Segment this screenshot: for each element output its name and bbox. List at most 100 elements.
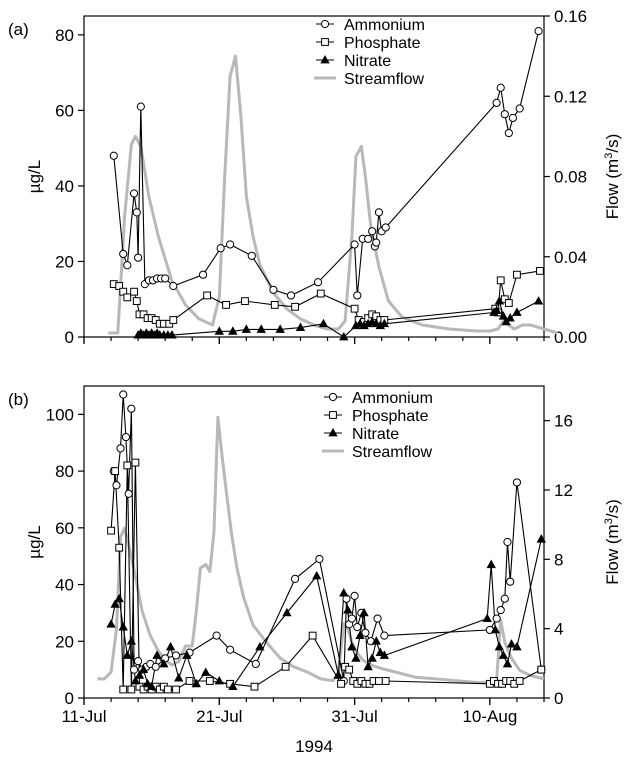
ammonium-point xyxy=(492,614,501,623)
phosphate-point xyxy=(329,411,337,419)
ammonium-point xyxy=(512,478,522,487)
phosphate-point xyxy=(381,677,390,685)
plot-frame xyxy=(83,15,545,338)
phosphate-point xyxy=(504,299,513,307)
nitrate-point xyxy=(191,678,201,688)
nitrate-point xyxy=(494,641,505,651)
legend-entry-nitrate: Nitrate xyxy=(344,53,391,70)
ammonium-point xyxy=(121,432,131,442)
nitrate-point xyxy=(214,326,224,335)
nitrate-point xyxy=(502,658,513,668)
y2-tick-label: 4 xyxy=(554,620,563,639)
nitrate-point xyxy=(367,653,377,662)
nitrate-point xyxy=(174,673,184,682)
nitrate-point xyxy=(142,678,153,688)
ammonium-point xyxy=(492,98,501,107)
phosphate-point xyxy=(111,467,120,475)
phosphate-point xyxy=(163,685,172,694)
y-tick-label: 0 xyxy=(65,328,74,347)
nitrate-point xyxy=(228,681,238,691)
nitrate-point xyxy=(295,322,306,331)
legend-entry-ammonium: Ammonium xyxy=(352,390,433,407)
nitrate-point xyxy=(228,326,238,335)
ammonium-point xyxy=(353,291,362,300)
panel-label: (a) xyxy=(8,20,29,39)
nitrate-point xyxy=(536,534,546,543)
ammonium-point xyxy=(313,278,323,287)
nitrate-point xyxy=(498,311,509,320)
ammonium-point xyxy=(226,240,235,249)
phosphate-point xyxy=(308,631,317,640)
phosphate-point xyxy=(291,302,299,311)
nitrate-point xyxy=(512,307,522,316)
ammonium-point xyxy=(504,128,513,138)
legend-entry-streamflow: Streamflow xyxy=(352,444,432,461)
ammonium-point xyxy=(320,19,330,29)
phosphate-point xyxy=(119,685,128,694)
nitrate-point xyxy=(351,653,361,662)
phosphate-point xyxy=(131,458,140,467)
phosphate-point xyxy=(537,665,546,674)
phosphate-point xyxy=(132,297,141,306)
nitrate-point xyxy=(359,607,369,617)
phosphate-point xyxy=(127,685,136,694)
nitrate-point xyxy=(114,593,124,603)
phosphate-point xyxy=(172,685,180,694)
phosphate-point xyxy=(115,282,124,290)
ammonium-point xyxy=(124,489,133,498)
nitrate-point xyxy=(355,630,365,639)
ammonium-point xyxy=(161,274,170,283)
plot-frame xyxy=(83,385,545,699)
ammonium-point xyxy=(129,189,139,198)
nitrate-point xyxy=(320,54,330,64)
phosphate-point xyxy=(496,276,505,285)
nitrate-point xyxy=(255,641,265,651)
y2-axis-label: Flow (m3/s) xyxy=(603,134,622,219)
ammonium-point xyxy=(198,270,208,279)
ammonium-point xyxy=(380,631,389,640)
nitrate-point xyxy=(339,588,349,597)
ammonium-point xyxy=(212,631,221,640)
y2-axis-label: Flow (m3/s) xyxy=(603,499,622,584)
ammonium-point xyxy=(350,591,359,600)
ammonium-point xyxy=(109,151,118,160)
y2-tick-label: 16 xyxy=(554,412,573,431)
ammonium-point xyxy=(534,27,543,36)
phosphate-point xyxy=(345,665,354,674)
x-tick-label: 11-Jul xyxy=(61,707,106,726)
ammonium-point xyxy=(515,104,524,113)
y2-tick-label: 0.04 xyxy=(554,248,587,267)
nitrate-point xyxy=(491,305,502,314)
ammonium-point xyxy=(350,240,359,249)
y-tick-label: 80 xyxy=(55,462,74,481)
nitrate-point xyxy=(482,613,492,622)
y2-tick-label: 8 xyxy=(554,550,563,569)
phosphate-point xyxy=(270,301,279,309)
nitrate-point xyxy=(146,681,157,691)
nitrate-point xyxy=(106,619,116,628)
nitrate-point xyxy=(490,624,500,634)
ammonium-point xyxy=(381,223,390,232)
nitrate-point xyxy=(347,641,357,651)
y2-tick-label: 0.08 xyxy=(554,168,587,187)
phosphate-point xyxy=(375,677,383,685)
ammonium-point xyxy=(500,110,509,119)
ammonium-point xyxy=(132,208,141,217)
ammonium-point xyxy=(347,614,356,623)
phosphate-point xyxy=(241,297,249,306)
phosphate-point xyxy=(169,316,178,324)
nitrate-point xyxy=(241,324,252,333)
ammonium-point xyxy=(169,281,178,291)
phosphate-point xyxy=(316,289,325,298)
nitrate-point xyxy=(159,658,169,668)
nitrate-point xyxy=(512,641,522,651)
series-streamflow-line xyxy=(97,415,545,684)
nitrate-point xyxy=(138,664,149,674)
phosphate-point xyxy=(337,679,345,688)
phosphate-point xyxy=(513,270,521,279)
series-streamflow-line xyxy=(108,54,558,335)
ammonium-point xyxy=(373,614,382,623)
phosphate-point xyxy=(123,293,132,302)
y2-tick-label: 0.12 xyxy=(554,87,587,106)
